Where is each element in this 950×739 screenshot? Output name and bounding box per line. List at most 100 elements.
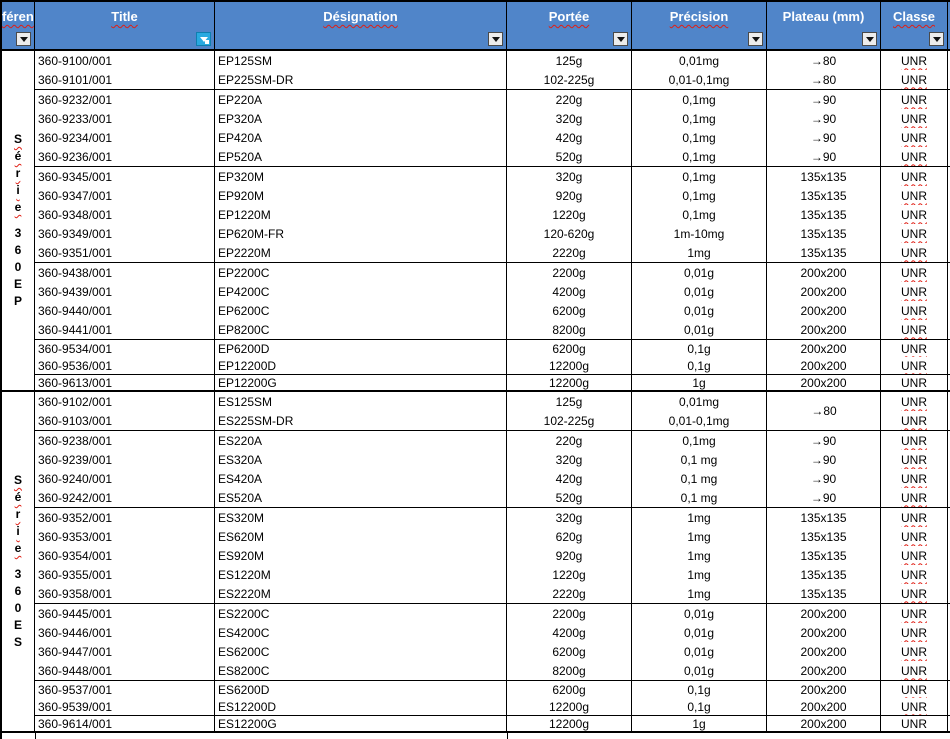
cell-plateau[interactable]: 135x135 bbox=[767, 205, 881, 224]
cell-plateau[interactable]: 200x200 bbox=[767, 320, 881, 339]
autofilter-button-precision[interactable] bbox=[748, 32, 763, 46]
cell-plateau[interactable] bbox=[767, 392, 881, 411]
cell-plateau[interactable]: 200x200 bbox=[767, 263, 881, 282]
cell-precision[interactable]: 0,1 mg bbox=[632, 450, 767, 469]
cell-precision[interactable]: 1mg bbox=[632, 584, 767, 603]
cell-reference[interactable]: 360-9348/001 bbox=[35, 205, 215, 224]
cell-precision[interactable]: 1mg bbox=[632, 546, 767, 565]
cell-precision[interactable]: 0,01g bbox=[632, 263, 767, 282]
cell-designation[interactable]: EP225SM-DR bbox=[215, 70, 507, 89]
cell-classe[interactable]: UNR bbox=[881, 263, 948, 282]
cell-classe[interactable]: UNR bbox=[881, 411, 948, 430]
autofilter-button-portee[interactable] bbox=[613, 32, 628, 46]
cell-reference[interactable]: 360-9240/001 bbox=[35, 469, 215, 488]
cell-portee[interactable]: 8200g bbox=[507, 320, 632, 339]
cell-precision[interactable]: 0,01g bbox=[632, 282, 767, 301]
cell-classe[interactable]: UNR bbox=[881, 642, 948, 661]
cell-portee[interactable]: 420g bbox=[507, 128, 632, 147]
cell-portee[interactable]: 220g bbox=[507, 431, 632, 450]
cell-designation[interactable]: ES220A bbox=[215, 431, 507, 450]
cell-precision[interactable]: 0,01-0,1mg bbox=[632, 411, 767, 430]
cell-precision[interactable]: 1m-10mg bbox=[632, 224, 767, 243]
cell-classe[interactable]: UNR bbox=[881, 357, 948, 374]
cell-designation[interactable]: EP920M bbox=[215, 186, 507, 205]
cell-reference[interactable]: 360-9232/001 bbox=[35, 90, 215, 109]
cell-plateau[interactable]: →90 bbox=[767, 109, 881, 128]
cell-portee[interactable]: 520g bbox=[507, 147, 632, 166]
cell-classe[interactable]: UNR bbox=[881, 90, 948, 109]
header-cell-designation[interactable]: Désignation bbox=[215, 2, 507, 49]
cell-designation[interactable]: ES6200C bbox=[215, 642, 507, 661]
cell-precision[interactable]: 1g bbox=[632, 375, 767, 390]
cell-plateau[interactable]: 200x200 bbox=[767, 301, 881, 320]
cell-portee[interactable]: 6200g bbox=[507, 301, 632, 320]
cell-designation[interactable]: ES320M bbox=[215, 508, 507, 527]
cell-designation[interactable]: ES8200C bbox=[215, 661, 507, 680]
cell-classe[interactable]: UNR bbox=[881, 431, 948, 450]
cell-precision[interactable]: 0,1mg bbox=[632, 128, 767, 147]
cell-plateau[interactable]: 135x135 bbox=[767, 186, 881, 205]
cell-plateau[interactable]: 135x135 bbox=[767, 565, 881, 584]
cell-classe[interactable]: UNR bbox=[881, 661, 948, 680]
cell-precision[interactable]: 0,1g bbox=[632, 681, 767, 698]
cell-designation[interactable]: ES520A bbox=[215, 488, 507, 507]
cell-classe[interactable]: UNR bbox=[881, 623, 948, 642]
cell-plateau[interactable]: 200x200 bbox=[767, 375, 881, 390]
cell-designation[interactable]: ES125SM bbox=[215, 392, 507, 411]
cell-reference[interactable]: 360-9100/001 bbox=[35, 51, 215, 70]
cell-reference[interactable]: 360-9613/001 bbox=[35, 375, 215, 390]
cell-designation[interactable]: EP520A bbox=[215, 147, 507, 166]
cell-designation[interactable]: ES420A bbox=[215, 469, 507, 488]
cell-reference[interactable]: 360-9101/001 bbox=[35, 70, 215, 89]
cell-precision[interactable]: 0,1mg bbox=[632, 90, 767, 109]
cell-portee[interactable]: 12200g bbox=[507, 698, 632, 715]
cell-plateau-merged[interactable]: →80 bbox=[811, 404, 837, 418]
cell-precision[interactable]: 0,01g bbox=[632, 642, 767, 661]
cell-precision[interactable]: 0,01mg bbox=[632, 51, 767, 70]
cell-reference[interactable]: 360-9238/001 bbox=[35, 431, 215, 450]
cell-plateau[interactable]: →80 bbox=[767, 70, 881, 89]
cell-reference[interactable]: 360-9439/001 bbox=[35, 282, 215, 301]
cell-reference[interactable]: 360-9347/001 bbox=[35, 186, 215, 205]
cell-portee[interactable]: 920g bbox=[507, 186, 632, 205]
cell-plateau[interactable]: 200x200 bbox=[767, 340, 881, 357]
cell-portee[interactable]: 620g bbox=[507, 527, 632, 546]
cell-portee[interactable]: 1220g bbox=[507, 565, 632, 584]
cell-reference[interactable]: 360-9353/001 bbox=[35, 527, 215, 546]
cell-portee[interactable]: 125g bbox=[507, 51, 632, 70]
cell-reference[interactable]: 360-9103/001 bbox=[35, 411, 215, 430]
cell-portee[interactable]: 1220g bbox=[507, 205, 632, 224]
cell-portee[interactable]: 4200g bbox=[507, 282, 632, 301]
cell-portee[interactable]: 4200g bbox=[507, 623, 632, 642]
cell-precision[interactable]: 0,01g bbox=[632, 604, 767, 623]
cell-portee[interactable]: 102-225g bbox=[507, 411, 632, 430]
cell-reference[interactable]: 360-9354/001 bbox=[35, 546, 215, 565]
cell-portee[interactable]: 2200g bbox=[507, 604, 632, 623]
cell-precision[interactable]: 0,1g bbox=[632, 340, 767, 357]
cell-precision[interactable]: 0,01g bbox=[632, 320, 767, 339]
cell-plateau[interactable]: →90 bbox=[767, 431, 881, 450]
cell-plateau[interactable]: 135x135 bbox=[767, 508, 881, 527]
cell-classe[interactable]: UNR bbox=[881, 109, 948, 128]
cell-reference[interactable]: 360-9534/001 bbox=[35, 340, 215, 357]
cell-designation[interactable]: EP4200C bbox=[215, 282, 507, 301]
cell-classe[interactable]: UNR bbox=[881, 527, 948, 546]
cell-designation[interactable]: ES920M bbox=[215, 546, 507, 565]
cell-plateau[interactable]: 200x200 bbox=[767, 357, 881, 374]
cell-plateau[interactable]: 135x135 bbox=[767, 224, 881, 243]
cell-plateau[interactable]: →80 bbox=[767, 51, 881, 70]
cell-classe[interactable]: UNR bbox=[881, 70, 948, 89]
cell-portee[interactable]: 2200g bbox=[507, 263, 632, 282]
cell-precision[interactable]: 1mg bbox=[632, 565, 767, 584]
cell-reference[interactable]: 360-9102/001 bbox=[35, 392, 215, 411]
cell-precision[interactable]: 1g bbox=[632, 716, 767, 731]
cell-precision[interactable]: 1mg bbox=[632, 527, 767, 546]
header-cell-reference[interactable]: féren bbox=[2, 2, 35, 49]
cell-plateau[interactable]: 200x200 bbox=[767, 623, 881, 642]
cell-portee[interactable]: 6200g bbox=[507, 340, 632, 357]
cell-classe[interactable]: UNR bbox=[881, 604, 948, 623]
cell-reference[interactable]: 360-9236/001 bbox=[35, 147, 215, 166]
cell-portee[interactable]: 520g bbox=[507, 488, 632, 507]
cell-plateau[interactable]: 135x135 bbox=[767, 243, 881, 262]
